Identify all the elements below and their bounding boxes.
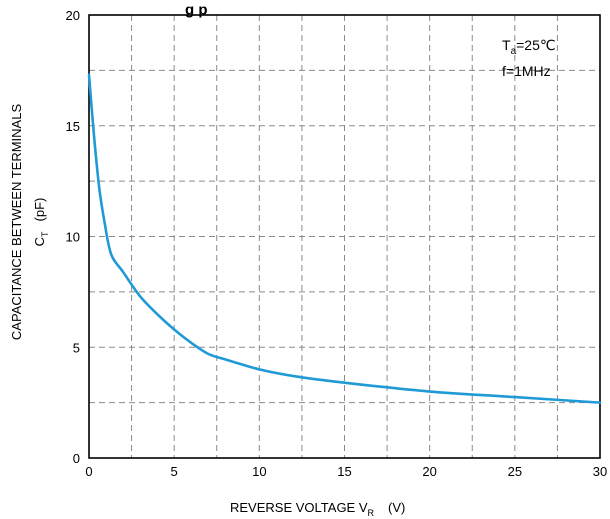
y-tick-label: 15 [66,119,80,134]
x-tick-label: 30 [593,464,607,479]
chart-title: g p [185,1,208,18]
capacitance-curve [87,73,602,404]
y-tick-label: 10 [66,230,80,245]
x-tick-label: 5 [171,464,178,479]
x-axis-label: REVERSE VOLTAGE VR (V) [230,500,405,518]
temperature-condition: Ta=25℃ [502,37,556,57]
x-tick-label: 0 [85,464,92,479]
x-tick-label: 25 [508,464,522,479]
y-axis-label-line2: CT(pF) [32,198,50,247]
y-tick-label: 20 [66,8,80,23]
grid [89,15,600,458]
frequency-condition: f=1MHz [502,63,551,79]
plot-frame [88,14,601,459]
legend-box: Ta=25℃ f=1MHz [502,37,556,79]
y-tick-label: 5 [73,340,80,355]
x-tick-labels: 0 5 10 15 20 25 30 [85,464,607,479]
x-tick-label: 10 [252,464,266,479]
x-tick-label: 20 [422,464,436,479]
y-tick-label: 0 [73,451,80,466]
y-tick-labels: 0 5 10 15 20 [66,8,80,466]
x-tick-label: 15 [337,464,351,479]
y-axis-label-line1: CAPACITANCE BETWEEN TERMINALS [9,104,24,341]
